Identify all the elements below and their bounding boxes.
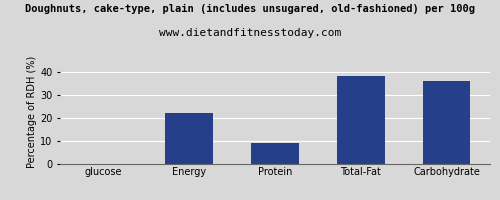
Y-axis label: Percentage of RDH (%): Percentage of RDH (%) <box>27 56 37 168</box>
Bar <box>166 113 212 164</box>
Text: Doughnuts, cake-type, plain (includes unsugared, old-fashioned) per 100g: Doughnuts, cake-type, plain (includes un… <box>25 4 475 14</box>
Bar <box>423 81 470 164</box>
Bar <box>252 143 298 164</box>
Text: www.dietandfitnesstoday.com: www.dietandfitnesstoday.com <box>159 28 341 38</box>
Bar <box>338 76 384 164</box>
